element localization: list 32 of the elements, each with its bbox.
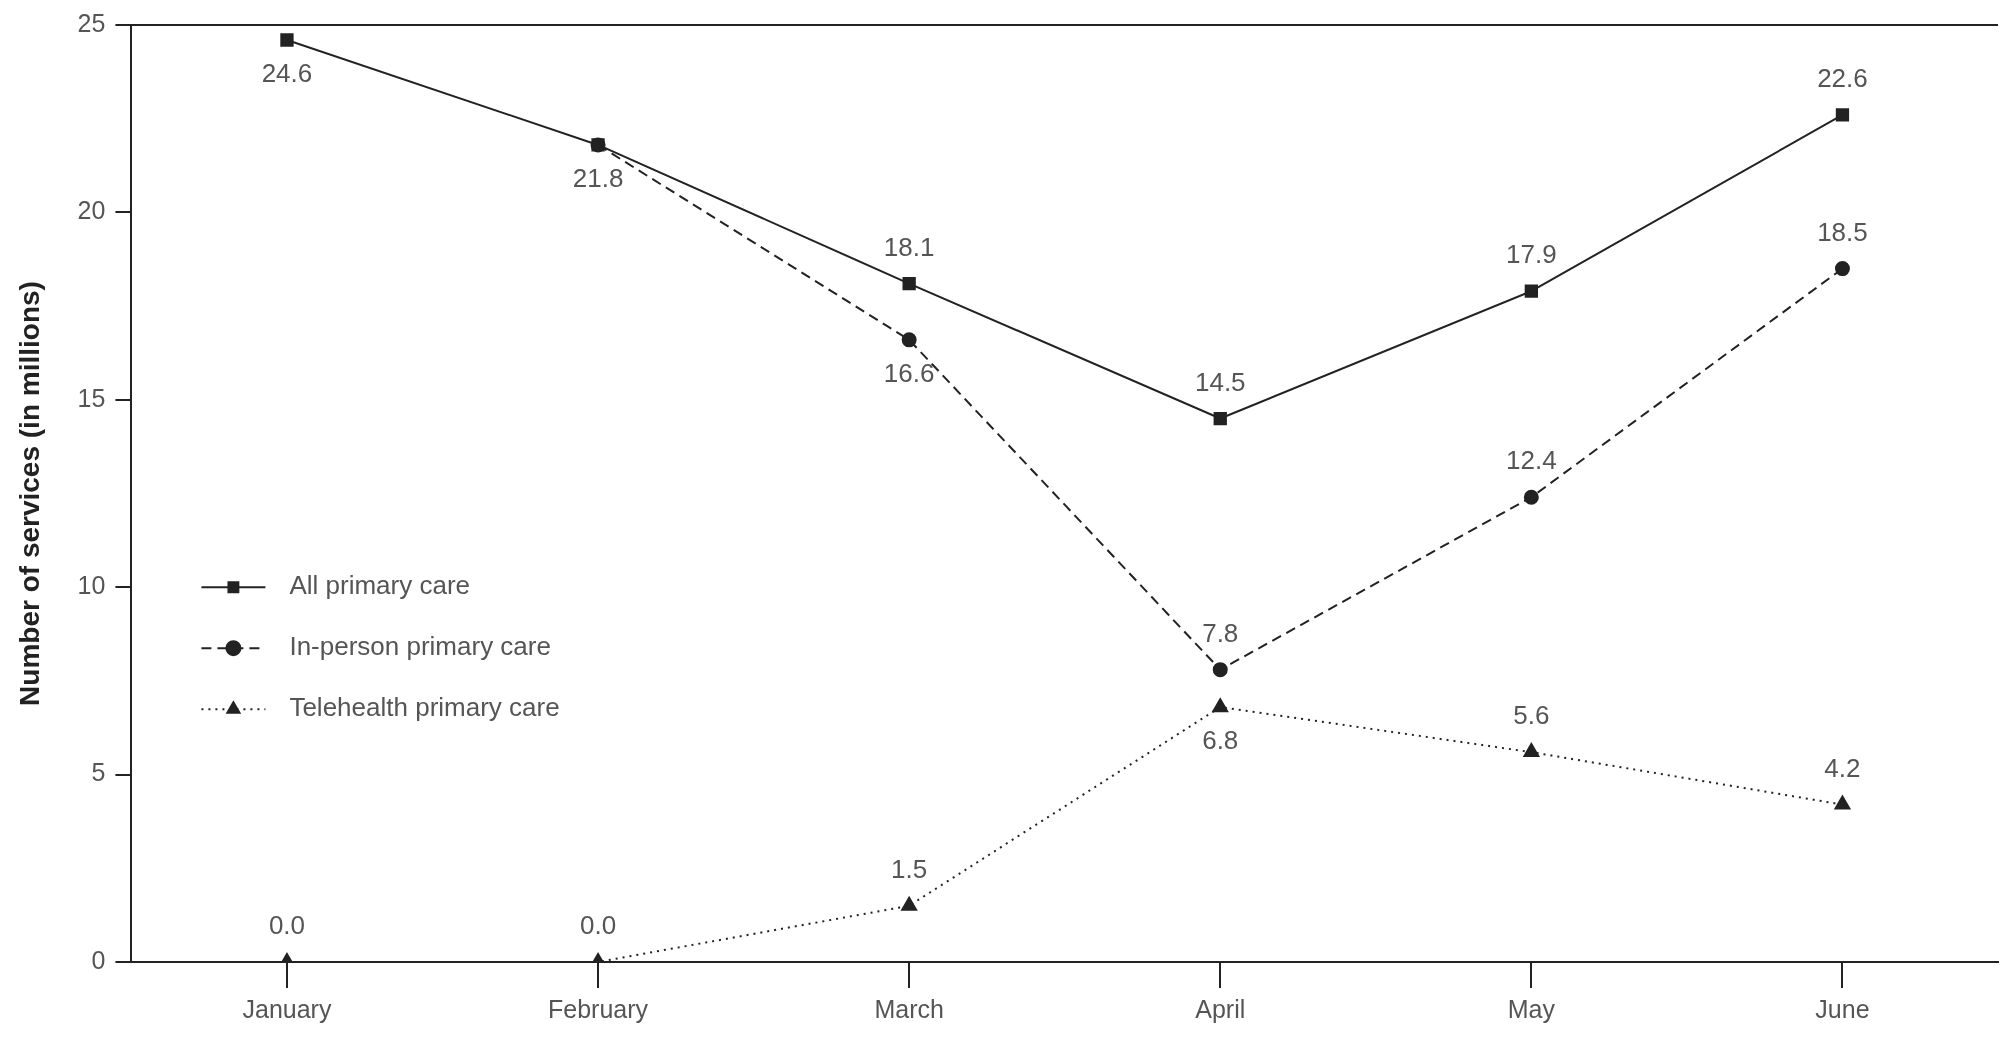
y-tick-label: 5 bbox=[91, 758, 106, 787]
x-tick-label: March bbox=[874, 994, 944, 1023]
legend-label: In-person primary care bbox=[289, 631, 551, 662]
data-label: 17.9 bbox=[1506, 239, 1557, 270]
x-tick-label: April bbox=[1195, 994, 1246, 1023]
data-label: 22.6 bbox=[1817, 63, 1868, 94]
data-label: 1.5 bbox=[891, 853, 928, 884]
data-label: 18.5 bbox=[1817, 216, 1868, 247]
y-tick-label: 10 bbox=[77, 571, 106, 600]
data-label: 5.6 bbox=[1513, 700, 1550, 731]
data-label: 6.8 bbox=[1202, 725, 1239, 756]
x-tick-label: May bbox=[1507, 994, 1556, 1023]
y-tick-label: 25 bbox=[77, 8, 106, 37]
x-tick-label: June bbox=[1815, 994, 1870, 1023]
data-label: 12.4 bbox=[1506, 445, 1557, 476]
data-label: 0.0 bbox=[268, 910, 306, 941]
data-label: 16.6 bbox=[883, 358, 935, 388]
y-tick-label: 0 bbox=[91, 945, 106, 974]
y-axis-title: Number of services (in millions) bbox=[13, 281, 45, 706]
data-label: 21.8 bbox=[572, 163, 624, 194]
data-label: 14.5 bbox=[1194, 366, 1246, 397]
y-tick-label: 15 bbox=[77, 383, 106, 412]
legend-label: All primary care bbox=[289, 570, 470, 601]
x-tick-label: February bbox=[548, 994, 649, 1023]
data-label: 4.2 bbox=[1824, 752, 1861, 783]
data-label: 24.6 bbox=[261, 58, 313, 89]
data-label: 18.1 bbox=[883, 231, 935, 262]
y-tick-label: 20 bbox=[77, 196, 106, 225]
data-label: 0.0 bbox=[579, 910, 617, 941]
legend-label: Telehealth primary care bbox=[289, 692, 560, 723]
data-label: 7.8 bbox=[1202, 617, 1239, 648]
x-tick-label: January bbox=[242, 994, 332, 1023]
